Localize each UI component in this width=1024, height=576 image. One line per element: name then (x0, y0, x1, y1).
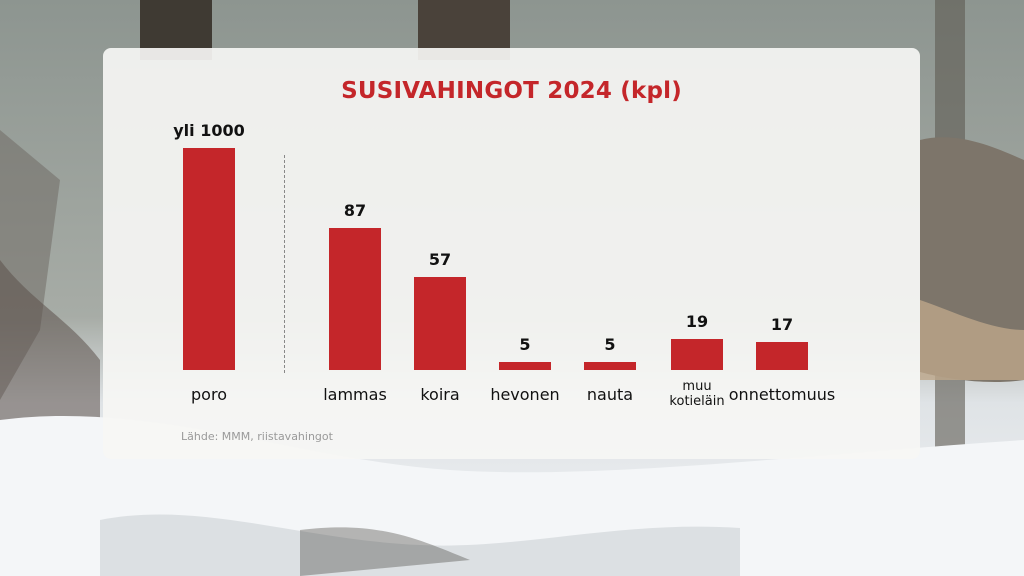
value-label: 87 (343, 201, 367, 221)
value-label: yli 1000 (173, 121, 245, 140)
category-label: koira (420, 385, 460, 404)
bar-hevonen (499, 361, 551, 370)
chart-panel: SUSIVAHINGOT 2024 (kpl) yli 1000 poro 87 la… (103, 48, 920, 459)
category-label: hevonen (490, 385, 560, 404)
category-label: onnettomuus (728, 385, 836, 404)
bar-nauta (584, 361, 636, 370)
bar-onnettomuus (756, 342, 808, 370)
bar-koira (414, 277, 466, 370)
category-label: lammas (323, 385, 387, 404)
category-label: muu kotieläin (669, 379, 725, 409)
bar-poro (183, 148, 235, 370)
bar-lammas (329, 228, 381, 370)
category-label: poro (191, 385, 227, 404)
value-label: 57 (428, 250, 452, 269)
source-note: Lähde: MMM, riistavahingot (181, 430, 333, 443)
category-label: nauta (586, 385, 634, 404)
bar-muu-kotieläin (671, 339, 723, 370)
chart-title: SUSIVAHINGOT 2024 (kpl) (341, 78, 682, 104)
axis-break-divider (284, 155, 285, 373)
value-label: 5 (604, 334, 616, 354)
value-label: 5 (519, 334, 531, 354)
value-label: 19 (685, 312, 709, 331)
value-label: 17 (770, 315, 794, 335)
